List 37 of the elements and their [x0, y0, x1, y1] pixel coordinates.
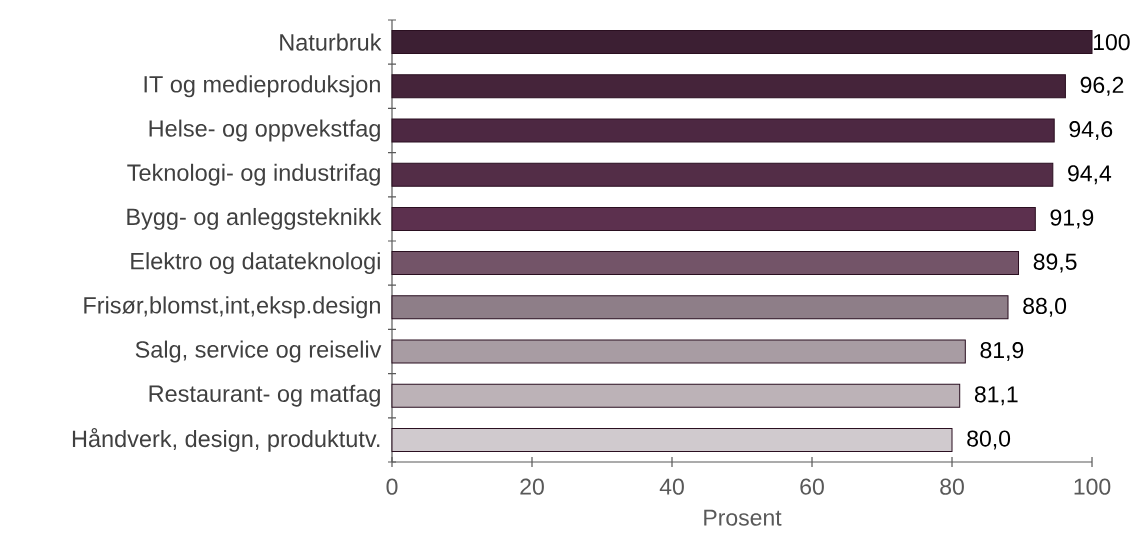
data-label: 81,1 — [974, 386, 1018, 406]
y-tick-label: Håndverk, design, produktutv. — [72, 427, 380, 452]
bar — [391, 118, 1055, 143]
data-label: 80,0 — [967, 430, 1011, 450]
x-tick-label: 100 — [1074, 478, 1111, 495]
y-tick-label: IT og medieproduksjon — [144, 75, 380, 98]
y-tick-label: Naturbruk — [280, 33, 382, 51]
data-label: 94,4 — [1068, 165, 1112, 185]
data-label: 91,9 — [1050, 209, 1094, 229]
x-tick-label: 20 — [520, 478, 544, 495]
data-label: 81,9 — [980, 342, 1024, 362]
y-tick-label: Bygg- og anleggsteknikk — [127, 207, 382, 230]
y-tick-label: Restaurant- og matfag — [149, 384, 380, 407]
bar — [391, 206, 1036, 231]
data-label: 89,5 — [1033, 253, 1077, 273]
bar — [391, 30, 1093, 55]
bar — [391, 295, 1009, 320]
data-label: 100 — [1093, 33, 1130, 51]
y-tick-label: Elektro og datateknologi — [131, 252, 380, 275]
x-tick-label: 80 — [940, 478, 964, 495]
data-label: 96,2 — [1080, 76, 1124, 96]
y-tick-label: Salg, service og reiseliv — [135, 340, 382, 363]
y-tick-label: Teknologi- og industrifag — [127, 163, 380, 186]
data-label: 94,6 — [1069, 121, 1113, 141]
data-label: 88,0 — [1023, 297, 1067, 317]
bar — [391, 427, 953, 452]
bar — [391, 162, 1054, 187]
x-axis-title: Prosent — [704, 509, 782, 526]
x-tick-label: 40 — [659, 478, 684, 495]
bar — [391, 74, 1066, 99]
y-tick-label: Helse- og oppvekstfag — [149, 119, 380, 142]
bar — [391, 383, 961, 408]
bar — [391, 339, 966, 364]
x-tick-label: 0 — [386, 478, 398, 495]
y-tick-label: Frisør,blomst,int,eksp.design — [84, 296, 380, 319]
x-tick-label: 60 — [800, 478, 824, 495]
bar — [391, 251, 1020, 276]
